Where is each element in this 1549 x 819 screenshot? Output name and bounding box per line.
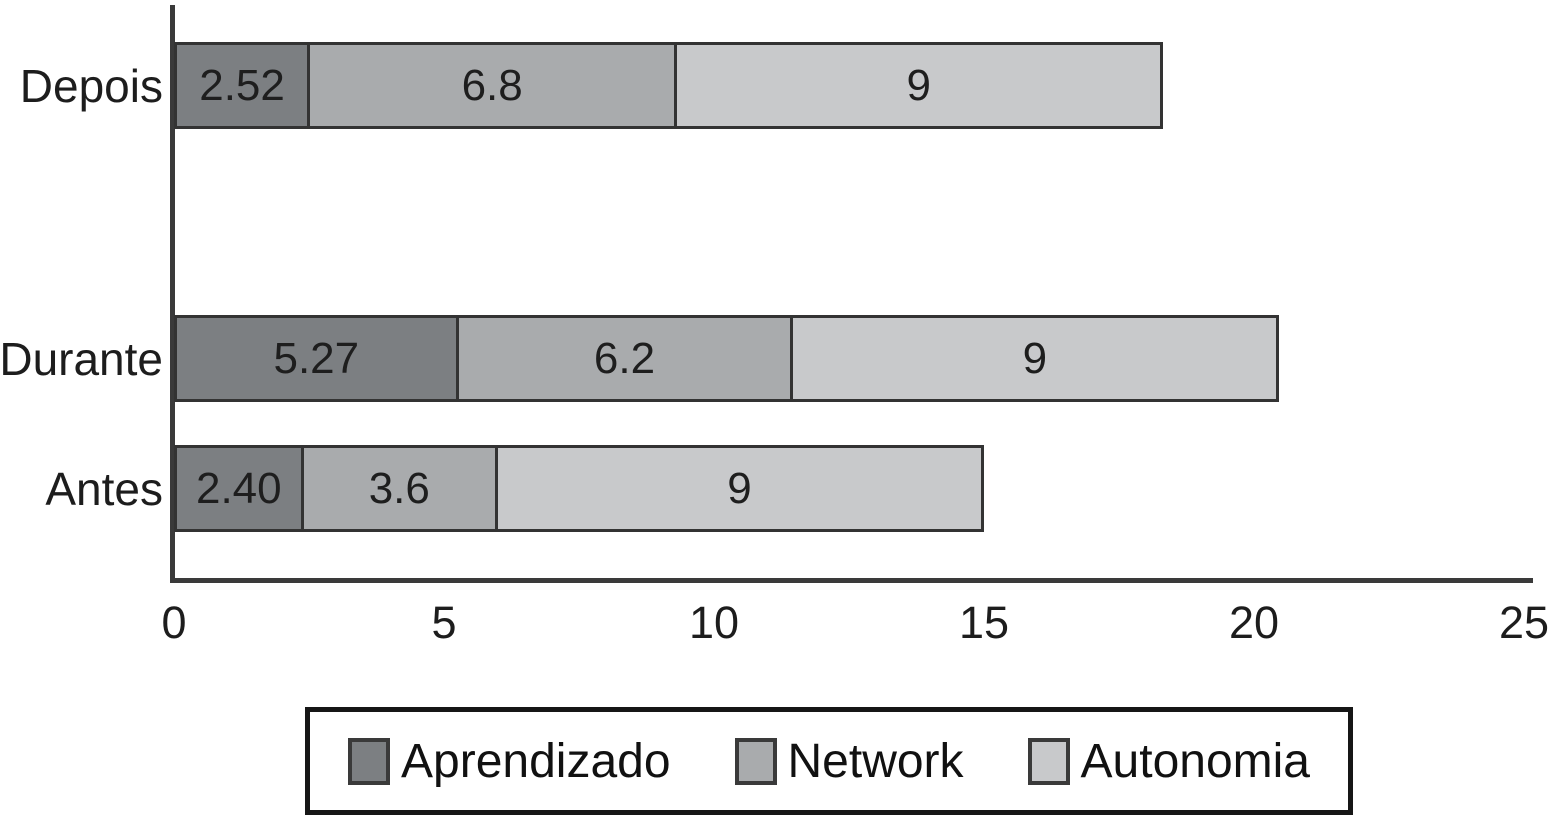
legend-box: Aprendizado Network Autonomia <box>305 707 1353 815</box>
legend-item-aprendizado: Aprendizado <box>348 734 671 789</box>
x-axis-line <box>170 578 1533 583</box>
bar-segment-antes-autonomia: 9 <box>494 445 984 532</box>
legend-swatch-autonomia <box>1027 737 1070 785</box>
bar-segment-durante-autonomia: 9 <box>790 315 1280 402</box>
bar-row-antes: 2.40 3.6 9 <box>174 445 984 532</box>
segment-value-label: 6.8 <box>461 60 523 110</box>
bar-segment-antes-aprendizado: 2.40 <box>174 445 304 532</box>
legend-label-network: Network <box>787 734 964 788</box>
bar-segment-depois-aprendizado: 2.52 <box>174 42 311 129</box>
legend-swatch-network <box>734 737 777 785</box>
x-tick-label-15: 15 <box>958 597 1010 648</box>
segment-value-label: 3.6 <box>368 463 430 513</box>
segment-value-label: 9 <box>906 60 931 110</box>
bar-segment-durante-network: 6.2 <box>455 315 794 402</box>
segment-value-label: 5.27 <box>273 333 360 383</box>
x-tick-label-5: 5 <box>431 597 457 648</box>
bar-segment-durante-aprendizado: 5.27 <box>174 315 459 402</box>
bar-segment-depois-network: 6.8 <box>307 42 678 129</box>
legend-label-aprendizado: Aprendizado <box>401 734 671 788</box>
segment-value-label: 6.2 <box>593 333 656 383</box>
bar-row-durante: 5.27 6.2 9 <box>174 315 1280 402</box>
bar-row-depois: 2.52 6.8 9 <box>174 42 1164 129</box>
segment-value-label: 9 <box>727 463 752 513</box>
legend-item-network: Network <box>734 734 964 789</box>
category-label-antes: Antes <box>45 462 163 515</box>
legend-swatch-aprendizado <box>348 737 390 785</box>
x-tick-label-0: 0 <box>161 597 187 648</box>
y-axis-line <box>170 5 175 583</box>
legend-label-autonomia: Autonomia <box>1080 734 1310 788</box>
x-tick-label-20: 20 <box>1228 597 1280 648</box>
segment-value-label: 2.52 <box>199 60 285 110</box>
x-tick-label-25: 25 <box>1498 597 1549 648</box>
legend-item-autonomia: Autonomia <box>1027 734 1310 789</box>
segment-value-label: 9 <box>1022 333 1048 383</box>
bar-segment-depois-autonomia: 9 <box>674 42 1164 129</box>
x-tick-label-10: 10 <box>688 597 740 648</box>
segment-value-label: 2.40 <box>195 463 282 513</box>
bar-segment-antes-network: 3.6 <box>300 445 498 532</box>
category-label-depois: Depois <box>19 59 163 112</box>
category-label-durante: Durante <box>0 332 163 385</box>
